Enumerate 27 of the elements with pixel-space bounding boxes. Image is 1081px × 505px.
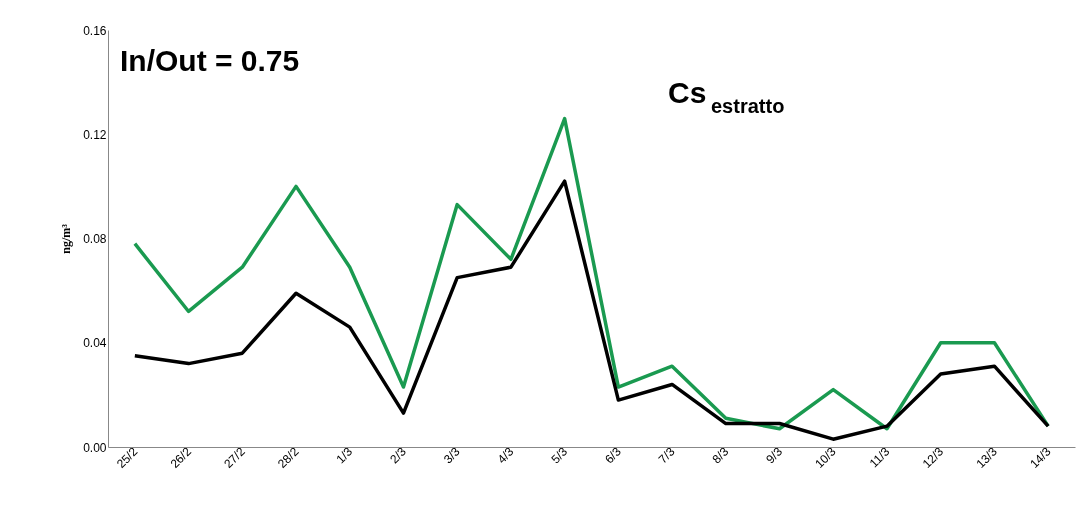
x-tick-label: 28/2 bbox=[275, 444, 302, 471]
y-tick-label: 0.00 bbox=[83, 440, 107, 455]
x-tick-label: 8/3 bbox=[709, 444, 732, 467]
y-tick-label: 0.08 bbox=[83, 232, 107, 246]
x-tick-label: 11/3 bbox=[866, 444, 893, 471]
line-series bbox=[133, 116, 1050, 431]
y-tick-label: 0.16 bbox=[83, 23, 107, 38]
x-tick-label: 1/3 bbox=[333, 444, 356, 467]
x-tick-label: 25/2 bbox=[113, 444, 141, 471]
x-tick-label: 12/3 bbox=[919, 444, 947, 471]
y-axis-title: ng/m³ bbox=[59, 223, 74, 254]
x-tick-label: 3/3 bbox=[440, 444, 463, 467]
x-tick-label: 2/3 bbox=[387, 444, 410, 467]
x-tick-label: 10/3 bbox=[812, 444, 839, 471]
x-tick-label: 4/3 bbox=[494, 444, 517, 467]
annotation: In/Out = 0.75 bbox=[120, 44, 300, 77]
x-tick-label: 6/3 bbox=[602, 444, 625, 467]
x-tick-label: 13/3 bbox=[973, 444, 1001, 471]
line-series bbox=[133, 179, 1050, 441]
y-tick-label: 0.04 bbox=[83, 336, 107, 351]
x-tick-label: 14/3 bbox=[1027, 444, 1054, 471]
x-tick-label: 9/3 bbox=[763, 444, 786, 467]
x-tick-label: 5/3 bbox=[548, 444, 571, 467]
y-tick-label: 0.12 bbox=[83, 127, 107, 142]
x-tick-label: 7/3 bbox=[655, 444, 678, 467]
x-tick-label: 26/2 bbox=[167, 444, 195, 471]
x-tick-label: 27/2 bbox=[221, 444, 248, 471]
